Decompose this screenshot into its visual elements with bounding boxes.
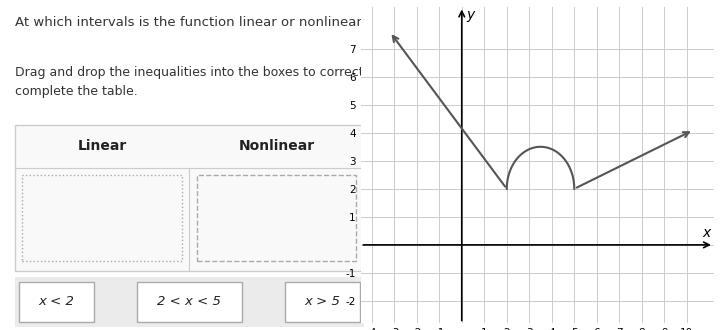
Text: x: x <box>702 226 710 240</box>
Text: Drag and drop the inequalities into the boxes to correctly
complete the table.: Drag and drop the inequalities into the … <box>15 66 374 98</box>
Text: Linear: Linear <box>78 139 127 152</box>
Text: y: y <box>466 8 475 22</box>
FancyBboxPatch shape <box>15 277 363 327</box>
FancyBboxPatch shape <box>285 282 360 322</box>
Text: x < 2: x < 2 <box>38 295 74 309</box>
FancyBboxPatch shape <box>15 125 363 271</box>
FancyBboxPatch shape <box>19 282 94 322</box>
Text: At which intervals is the function linear or nonlinear?: At which intervals is the function linea… <box>15 16 368 29</box>
FancyBboxPatch shape <box>137 282 242 322</box>
Text: Nonlinear: Nonlinear <box>239 139 314 152</box>
Text: x > 5: x > 5 <box>304 295 340 309</box>
Text: 2 < x < 5: 2 < x < 5 <box>157 295 221 309</box>
